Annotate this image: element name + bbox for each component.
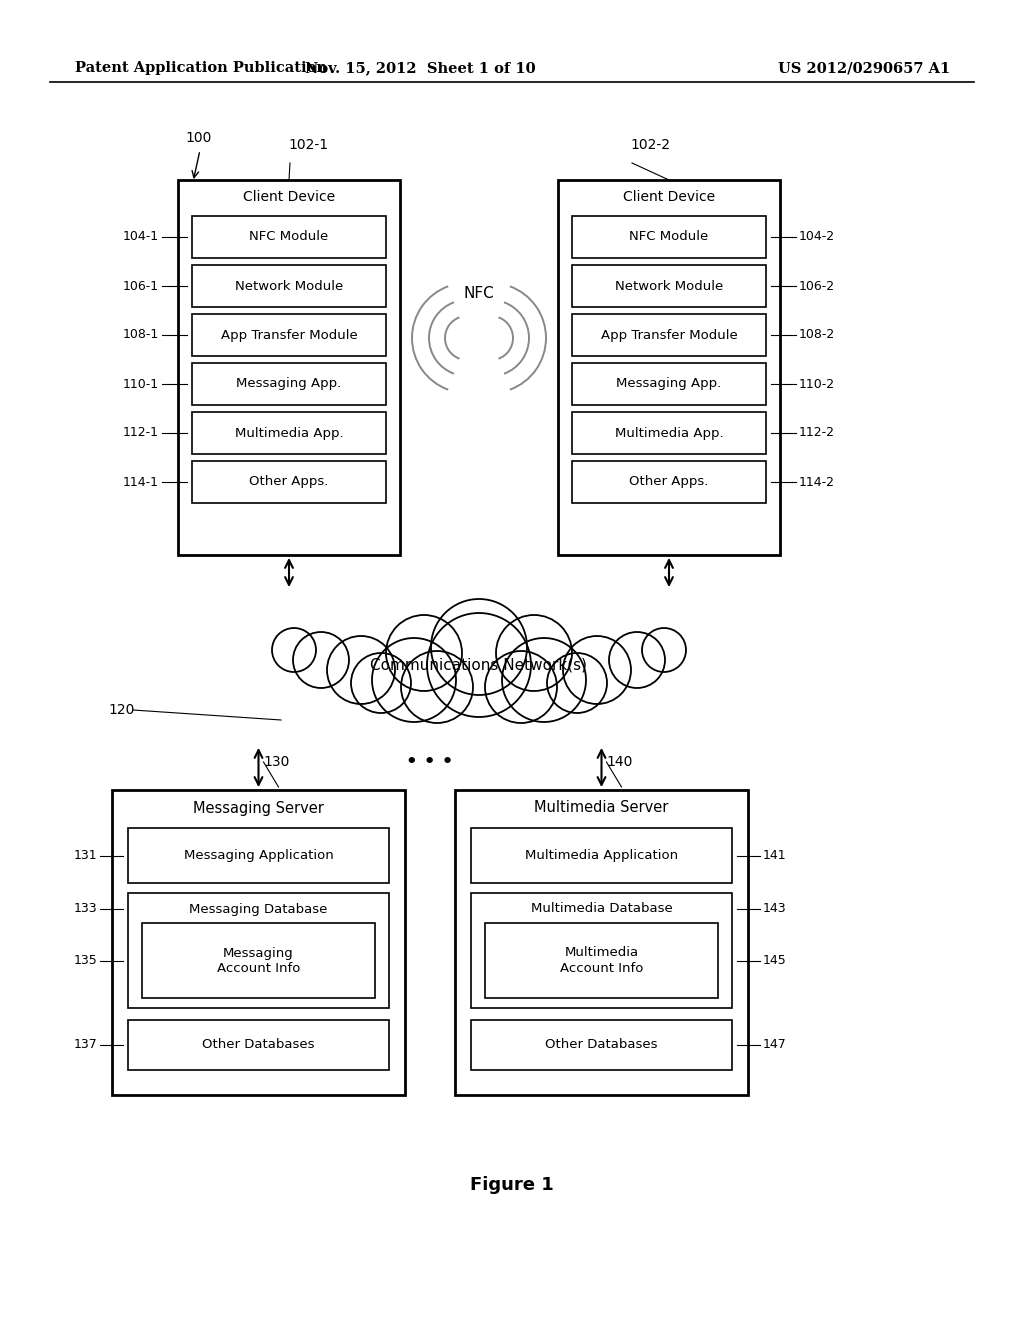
Circle shape [372,638,456,722]
Bar [471,828,732,883]
Circle shape [401,651,473,723]
Bar [572,314,766,356]
Bar [572,265,766,308]
Text: 102-2: 102-2 [630,139,670,152]
Bar [193,314,386,356]
Circle shape [496,615,572,690]
Text: Messaging
Account Info: Messaging Account Info [217,946,300,974]
Text: 110-2: 110-2 [799,378,836,391]
Bar [128,1020,389,1071]
Text: 106-2: 106-2 [799,280,836,293]
Text: App Transfer Module: App Transfer Module [601,329,737,342]
Text: 104-2: 104-2 [799,231,836,243]
Text: 104-1: 104-1 [123,231,159,243]
Text: Network Module: Network Module [614,280,723,293]
Text: 110-1: 110-1 [123,378,159,391]
Text: Multimedia
Account Info: Multimedia Account Info [560,946,643,974]
Text: Messaging App.: Messaging App. [237,378,342,391]
Text: 137: 137 [74,1039,97,1052]
Text: 120: 120 [108,704,134,717]
Circle shape [642,628,686,672]
Bar [193,216,386,257]
Text: NFC Module: NFC Module [250,231,329,243]
Bar [193,363,386,405]
Bar [572,363,766,405]
Text: Other Apps.: Other Apps. [630,475,709,488]
Circle shape [427,612,531,717]
Text: 114-1: 114-1 [123,475,159,488]
Text: Other Apps.: Other Apps. [249,475,329,488]
Bar [572,461,766,503]
Text: 108-2: 108-2 [799,329,836,342]
Text: 140: 140 [606,755,633,770]
Text: Multimedia App.: Multimedia App. [234,426,343,440]
Text: Multimedia App.: Multimedia App. [614,426,723,440]
Bar [471,1020,732,1071]
Text: 100: 100 [185,131,211,145]
Text: NFC: NFC [464,285,495,301]
Text: 130: 130 [263,755,290,770]
Text: 102-1: 102-1 [288,139,328,152]
Bar [112,789,406,1096]
Text: • • •: • • • [407,752,454,771]
Circle shape [547,653,607,713]
Text: 131: 131 [74,849,97,862]
Circle shape [272,628,316,672]
Text: 143: 143 [763,903,786,916]
Text: Other Databases: Other Databases [545,1039,657,1052]
Bar [178,180,400,554]
Circle shape [485,651,557,723]
Text: US 2012/0290657 A1: US 2012/0290657 A1 [778,61,950,75]
Circle shape [563,636,631,704]
Circle shape [327,636,395,704]
Text: Multimedia Application: Multimedia Application [525,849,678,862]
Bar [471,894,732,1008]
Text: 147: 147 [763,1039,786,1052]
Text: 114-2: 114-2 [799,475,835,488]
Bar [193,412,386,454]
Circle shape [293,632,349,688]
Text: 141: 141 [763,849,786,862]
Bar [128,894,389,1008]
Text: 106-1: 106-1 [123,280,159,293]
Bar [193,265,386,308]
Bar [455,789,748,1096]
Text: 145: 145 [763,954,786,968]
Text: Multimedia Server: Multimedia Server [535,800,669,816]
Text: 133: 133 [74,903,97,916]
Text: Other Databases: Other Databases [203,1039,314,1052]
Bar [558,180,780,554]
Circle shape [609,632,665,688]
Text: Network Module: Network Module [234,280,343,293]
Circle shape [351,653,411,713]
Text: Messaging Server: Messaging Server [194,800,324,816]
Bar [193,461,386,503]
Text: Nov. 15, 2012  Sheet 1 of 10: Nov. 15, 2012 Sheet 1 of 10 [305,61,536,75]
Circle shape [502,638,586,722]
Text: Messaging Database: Messaging Database [189,903,328,916]
Bar [485,923,718,998]
Text: 135: 135 [74,954,97,968]
Text: 112-2: 112-2 [799,426,835,440]
Text: Figure 1: Figure 1 [470,1176,554,1195]
Bar [572,216,766,257]
Text: Patent Application Publication: Patent Application Publication [75,61,327,75]
Text: Messaging App.: Messaging App. [616,378,722,391]
Text: NFC Module: NFC Module [630,231,709,243]
Circle shape [386,615,462,690]
Text: 108-1: 108-1 [123,329,159,342]
Text: Multimedia Database: Multimedia Database [530,903,673,916]
Text: Client Device: Client Device [243,190,335,205]
Text: Messaging Application: Messaging Application [183,849,334,862]
Bar [142,923,375,998]
Circle shape [431,599,527,696]
Text: 112-1: 112-1 [123,426,159,440]
Bar [128,828,389,883]
Text: Communications Network(s): Communications Network(s) [371,657,588,672]
Text: App Transfer Module: App Transfer Module [220,329,357,342]
Bar [572,412,766,454]
Text: Client Device: Client Device [623,190,715,205]
